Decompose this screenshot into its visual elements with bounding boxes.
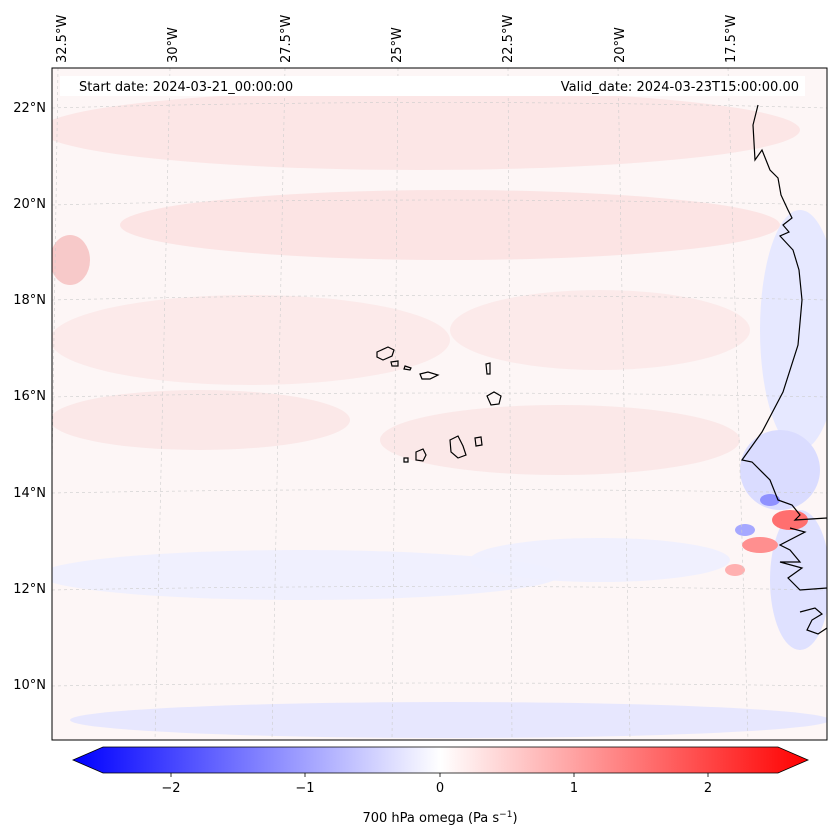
- colorbar-tick-label: 1: [570, 781, 578, 796]
- omega-field: [52, 90, 827, 738]
- lat-label: 18°N: [13, 293, 46, 308]
- map-panel: [52, 68, 827, 740]
- lon-label: 32.5°W: [55, 15, 70, 63]
- date-banner: [60, 76, 805, 96]
- latitude-labels: 22°N 20°N 18°N 16°N 14°N 12°N 10°N: [13, 101, 46, 693]
- lon-label: 27.5°W: [279, 15, 294, 63]
- lat-label: 20°N: [13, 197, 46, 212]
- colorbar-tick-label: 2: [704, 781, 712, 796]
- start-date-label: Start date: 2024-03-21_00:00:00: [79, 80, 293, 95]
- map-frame: [51, 67, 828, 741]
- longitude-labels: 32.5°W 30°W 27.5°W 25°W 22.5°W 20°W 17.5…: [55, 15, 739, 63]
- colorbar-ticks: [170, 773, 709, 777]
- lat-label: 12°N: [13, 582, 46, 597]
- african-coastline: [740, 104, 827, 635]
- lat-label: 14°N: [13, 486, 46, 501]
- colorbar-tick-label: −2: [161, 781, 180, 796]
- colorbar: −2 −1 0 1 2 700 hPa omega (Pa s−1): [71, 746, 810, 826]
- lat-label: 10°N: [13, 678, 46, 693]
- colorbar-label: 700 hPa omega (Pa s−1): [362, 810, 517, 826]
- valid-date-label: Valid_date: 2024-03-23T15:00:00.00: [561, 80, 799, 95]
- lat-label: 16°N: [13, 389, 46, 404]
- cape-verde-islands: [376, 346, 502, 463]
- lon-label: 30°W: [166, 27, 181, 63]
- lon-label: 25°W: [390, 27, 405, 63]
- graticule: [52, 68, 827, 740]
- lon-label: 17.5°W: [724, 15, 739, 63]
- colorbar-tick-label: −1: [295, 781, 314, 796]
- lon-label: 22.5°W: [501, 15, 516, 63]
- lat-label: 22°N: [13, 101, 46, 116]
- colorbar-tick-label: 0: [436, 781, 444, 796]
- lon-label: 20°W: [613, 27, 628, 63]
